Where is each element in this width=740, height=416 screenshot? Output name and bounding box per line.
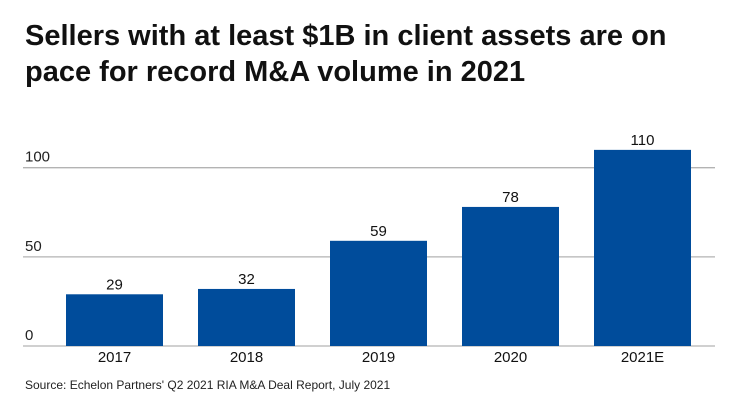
- bar: [198, 288, 295, 346]
- y-tick-label: 100: [25, 149, 50, 166]
- chart-title: Sellers with at least $1B in client asse…: [25, 20, 667, 88]
- x-tick-label: 2017: [98, 349, 131, 366]
- x-tick-label: 2019: [362, 349, 395, 366]
- y-tick-label: 50: [25, 238, 42, 255]
- x-tick-label: 2021E: [621, 349, 664, 366]
- data-label: 78: [502, 189, 519, 206]
- y-tick-label: 0: [25, 327, 33, 344]
- bar: [66, 294, 163, 346]
- bar: [330, 240, 427, 346]
- bar: [462, 206, 559, 346]
- data-label: 110: [631, 132, 655, 149]
- x-tick-label: 2020: [494, 349, 527, 366]
- data-label: 29: [106, 276, 123, 293]
- bar: [594, 149, 691, 346]
- data-label: 59: [370, 223, 387, 240]
- data-label: 32: [238, 271, 255, 288]
- x-tick-label: 2018: [230, 349, 263, 366]
- source-note: Source: Echelon Partners' Q2 2021 RIA M&…: [25, 378, 391, 392]
